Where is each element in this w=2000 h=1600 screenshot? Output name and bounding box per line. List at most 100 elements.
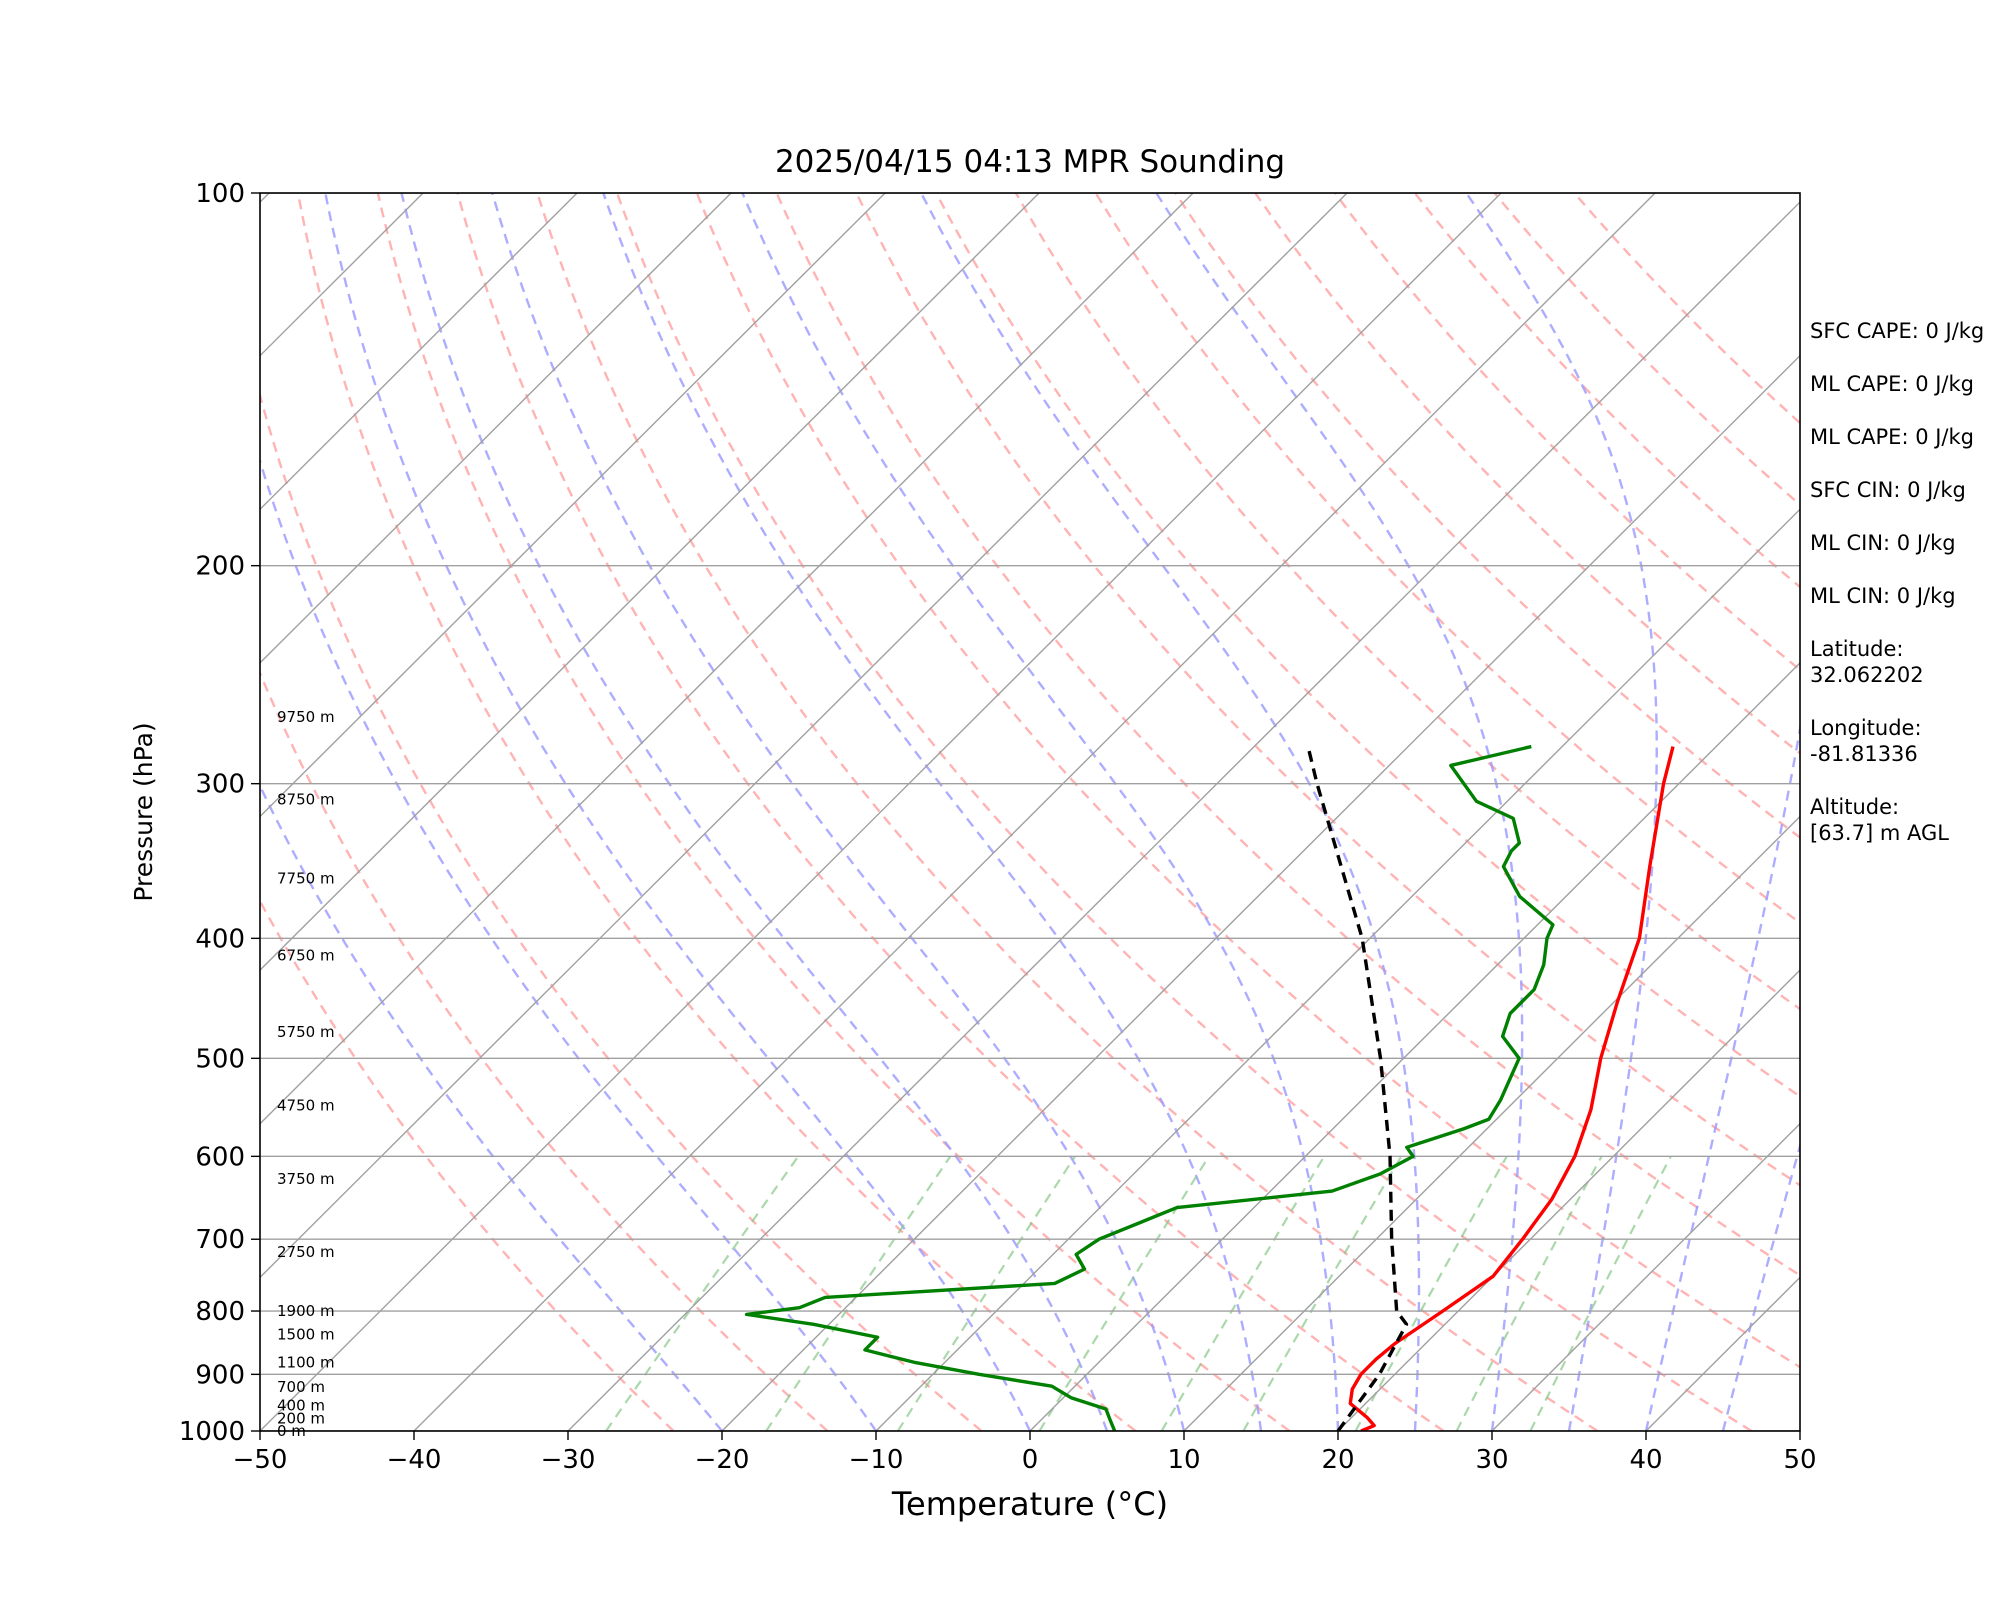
mixing-ratio-line [1455, 1155, 1603, 1431]
x-axis-label: Temperature (°C) [891, 1485, 1168, 1523]
x-tick-label: 50 [1783, 1445, 1816, 1475]
x-tick-label: −10 [849, 1445, 904, 1475]
mixing-ratio-line [1160, 1155, 1326, 1431]
data-series [744, 744, 1675, 1431]
dry-adiabat [615, 193, 1753, 1431]
x-tick-label: 40 [1629, 1445, 1662, 1475]
mixing-ratio-line [765, 1155, 952, 1431]
isotherm [260, 193, 1348, 1279]
moist-adiabat [1465, 193, 1658, 1431]
dry-adiabat [260, 670, 829, 1431]
x-tick-label: 0 [1022, 1445, 1039, 1475]
dry-adiabat [1094, 193, 1800, 925]
x-tick-label: 10 [1167, 1445, 1200, 1475]
x-tick-label: −30 [541, 1445, 596, 1475]
sfc-cin: SFC CIN: 0 J/kg [1810, 478, 1966, 502]
height-label: 5750 m [277, 1023, 335, 1041]
dry-adiabat [1254, 193, 1800, 755]
y-axis-label: Pressure (hPa) [129, 722, 158, 901]
height-label: 4750 m [277, 1097, 335, 1115]
height-label: 200 m [277, 1409, 325, 1427]
height-label: 1500 m [277, 1326, 335, 1344]
dry-adiabat [536, 193, 1599, 1431]
dry-adiabat [296, 193, 1137, 1431]
moist-adiabat [491, 193, 1186, 1431]
dry-adiabat [695, 193, 1800, 1369]
moist-adiabat [260, 783, 723, 1431]
dewpoint-profile [744, 744, 1555, 1431]
y-tick-label: 900 [195, 1360, 245, 1390]
altitude: Altitude: [63.7] m AGL [1810, 795, 1949, 845]
ml-cin: ML CIN: 0 J/kg [1810, 531, 1956, 555]
y-tick-label: 200 [195, 552, 245, 582]
ml-cin: ML CIN: 0 J/kg [1810, 584, 1956, 608]
mixing-ratio-line [1529, 1155, 1672, 1431]
x-tick-label: −20 [695, 1445, 750, 1475]
ml-cape: ML CAPE: 0 J/kg [1810, 425, 1975, 449]
height-label: 2750 m [277, 1243, 335, 1261]
moist-adiabat [602, 193, 1263, 1431]
mixing-ratio-line [605, 1155, 800, 1431]
moist-adiabat [1721, 1142, 1800, 1431]
y-tick-label: 400 [195, 924, 245, 954]
isotherm [1029, 661, 1800, 1431]
sounding-indices: SFC CAPE: 0 J/kg ML CAPE: 0 J/kg ML CAPE… [1810, 318, 2000, 873]
dry-adiabat [1413, 193, 1800, 589]
isotherm [260, 193, 1502, 1431]
moist-adiabat [400, 193, 1109, 1431]
isotherm [260, 193, 732, 664]
chart-title: 2025/04/15 04:13 MPR Sounding [774, 144, 1286, 180]
y-tick-label: 700 [195, 1225, 245, 1255]
isotherm [260, 193, 886, 818]
y-tick-label: 300 [195, 770, 245, 800]
moist-adiabat [741, 193, 1340, 1431]
isotherm [0, 193, 115, 1431]
mixing-ratio-line [1354, 1155, 1508, 1431]
height-label: 8750 m [277, 791, 335, 809]
x-tick-label: −40 [387, 1445, 442, 1475]
dry-adiabat [1334, 193, 1800, 672]
moist-adiabat [260, 457, 877, 1431]
dry-adiabat [376, 193, 1291, 1431]
height-label: 400 m [277, 1397, 325, 1415]
axes: −50 −40 −30 −20 −10 0 10 20 30 40 50 100 200 300 400 50… [179, 179, 1817, 1475]
mixing-ratio-line [1038, 1155, 1210, 1431]
reference-lines [260, 193, 1800, 1431]
dry-adiabat [935, 193, 1800, 1098]
isotherm [567, 201, 1800, 1431]
isotherm [1183, 815, 1800, 1431]
grid-lines [0, 193, 1800, 1431]
height-label: 700 m [277, 1378, 325, 1396]
ml-cape: ML CAPE: 0 J/kg [1810, 372, 1975, 396]
dry-adiabat [1573, 193, 1800, 425]
isotherm [413, 193, 1656, 1431]
x-tick-label: −50 [233, 1445, 288, 1475]
dry-adiabat [260, 390, 983, 1431]
isotherm [721, 354, 1800, 1431]
height-label: 1900 m [277, 1302, 335, 1320]
y-tick-label: 800 [195, 1297, 245, 1327]
isotherm [260, 193, 578, 511]
moist-adiabat [1644, 722, 1800, 1431]
dry-adiabat [775, 193, 1800, 1277]
y-tick-label: 500 [195, 1044, 245, 1074]
isotherm [260, 193, 1194, 1125]
x-tick-label: 20 [1321, 1445, 1354, 1475]
isotherm [1337, 969, 1800, 1431]
y-tick-label: 600 [195, 1142, 245, 1172]
dry-adiabat [1174, 193, 1800, 840]
height-label: 3750 m [277, 1170, 335, 1188]
latitude: Latitude: 32.062202 [1810, 637, 1924, 687]
height-label: 6750 m [277, 947, 335, 965]
height-label: 1100 m [277, 1353, 335, 1371]
y-tick-label: 100 [195, 179, 245, 209]
temperature-profile [1348, 746, 1675, 1431]
height-label: 7750 m [277, 870, 335, 888]
y-tick-label: 1000 [179, 1417, 245, 1447]
moist-adiabat [920, 193, 1421, 1431]
parcel-profile [1306, 746, 1409, 1431]
longitude: Longitude: -81.81336 [1810, 716, 1922, 766]
x-tick-label: 30 [1475, 1445, 1508, 1475]
